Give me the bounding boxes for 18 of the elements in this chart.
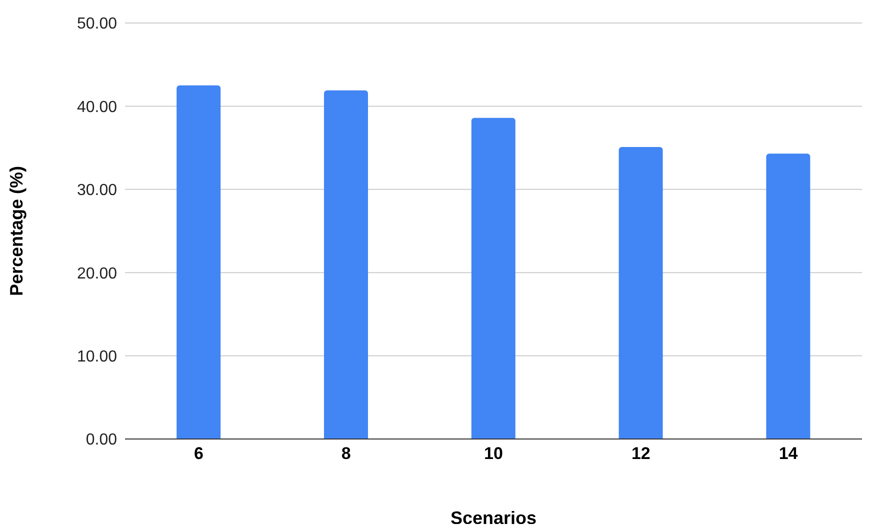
bar [324,90,368,439]
bar [176,85,221,439]
bar [766,154,810,439]
y-tick-label: 30.00 [76,182,118,200]
x-tick-label: 10 [484,444,503,464]
x-tick-label: 12 [631,444,650,464]
y-tick-label: 50.00 [76,16,118,33]
x-tick-label: 8 [341,444,351,464]
y-tick-label: 0.00 [86,432,118,449]
y-tick-label: 40.00 [76,98,118,116]
x-tick-label: 6 [194,444,204,464]
y-tick-label: 10.00 [76,348,118,366]
x-axis-title: Scenarios [450,508,537,528]
y-tick-label: 20.00 [76,265,118,282]
bar [471,118,516,439]
bar [618,146,663,439]
x-tick-label: 14 [778,444,798,464]
y-axis-title: Percentage (%) [6,166,26,296]
